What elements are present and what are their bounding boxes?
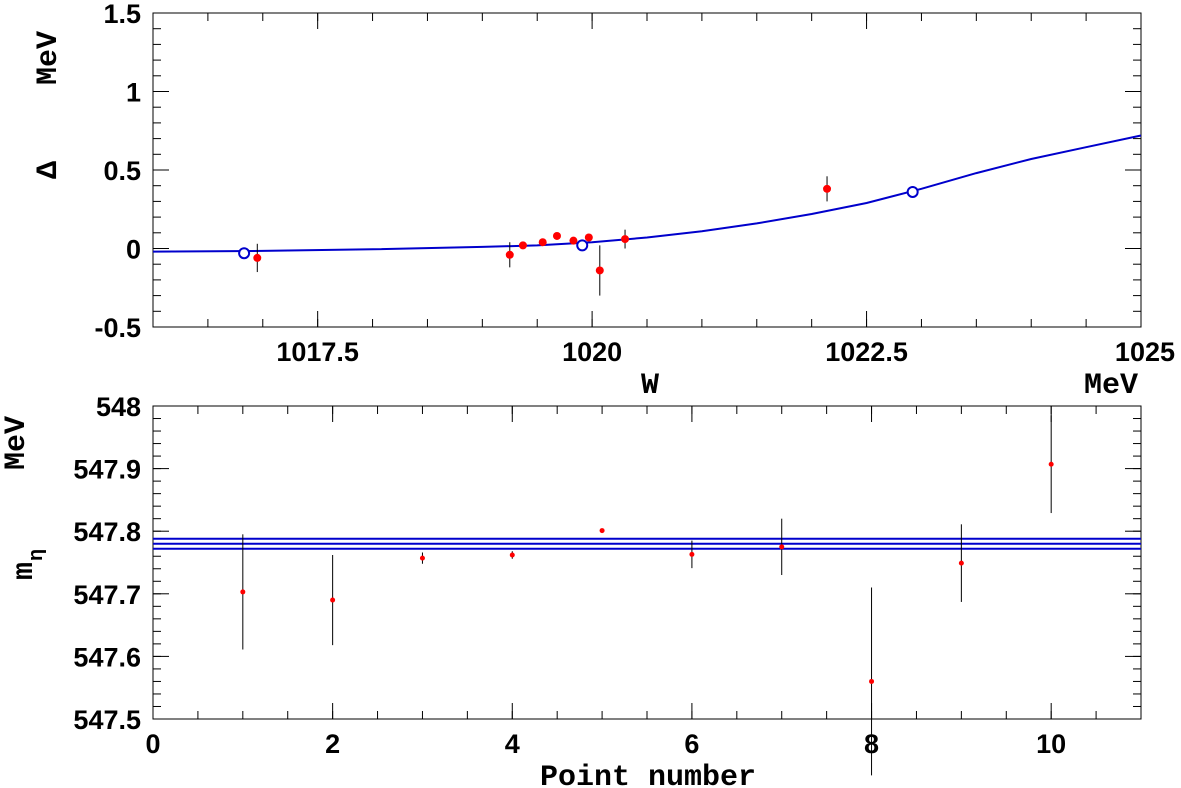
top-y-tick-label: 1 [126,78,141,108]
top-data-point [538,238,547,247]
bottom-y-tick-label: 548 [96,392,141,422]
top-y-axis-label: Δ [32,161,66,179]
top-open-point [906,185,919,198]
top-y-axis-unit: MeV [32,31,66,85]
bottom-data-point [1048,461,1054,467]
bottom-plot-frame [152,405,1142,720]
bottom-y-tick-label: 547.9 [73,455,141,485]
top-y-tick-label: 0.5 [103,156,141,186]
top-x-axis-unit: MeV [1084,369,1138,403]
top-x-tick-label: 1025 [1115,337,1175,367]
top-x-tick-label: 1022.5 [825,337,908,367]
top-data-point [584,233,593,242]
bottom-y-tick-label: 547.8 [73,517,141,547]
bottom-x-tick-label: 6 [684,729,699,759]
top-data-point [518,241,527,250]
bottom-x-tick-label: 4 [505,729,520,759]
bottom-data-point [419,555,425,561]
top-data-point [253,253,262,262]
bottom-y-axis-label: m [8,562,42,580]
bottom-y-tick-label: 547.5 [73,705,141,735]
bottom-data-point [509,552,515,558]
bottom-axis-ticks [152,405,1142,720]
top-open-point [576,239,589,252]
top-x-tick-label: 1017.5 [276,337,359,367]
top-data-point [823,184,832,193]
top-data-point [595,266,604,275]
bottom-y-tick-label: 547.7 [73,580,141,610]
top-y-tick-label: -0.5 [94,313,141,343]
bottom-y-axis-subscript: η [26,549,49,561]
top-x-axis-label: W [641,369,659,403]
bottom-data-point [599,528,605,534]
bottom-data-point [958,560,964,566]
top-tick-labels: 1017.5 1020 1022.5 1025 -0.5 0 0.5 1 1.5 [94,0,1175,367]
top-open-point [238,247,251,260]
bottom-x-tick-label: 10 [1036,729,1066,759]
bottom-data-point [330,597,336,603]
top-fit-curve [152,134,1142,253]
bottom-series [153,415,1141,776]
top-y-tick-label: 1.5 [103,0,141,29]
top-data-point [621,235,630,244]
top-data-point [505,250,514,259]
top-data-point [552,231,561,240]
bottom-data-point [689,551,695,557]
bottom-x-tick-label: 0 [145,729,160,759]
top-plot-frame [152,12,1142,328]
delta-vs-w-panel: 1017.5 1020 1022.5 1025 -0.5 0 0.5 1 1.5 W MeV Δ… [32,0,1175,403]
bottom-x-axis-label: Point number [540,761,756,788]
bottom-data-point [240,589,246,595]
top-x-tick-label: 1020 [562,337,622,367]
top-y-tick-label: 0 [126,235,141,265]
bottom-y-tick-label: 547.6 [73,642,141,672]
top-data-point [569,236,578,245]
bottom-data-point [779,544,785,550]
top-series [152,134,1142,296]
bottom-data-point [869,678,875,684]
bottom-y-axis-unit: MeV [0,416,34,470]
top-axis-ticks [152,12,1142,328]
bottom-y-axis-title: m η [8,549,49,580]
bottom-x-tick-label: 2 [325,729,340,759]
